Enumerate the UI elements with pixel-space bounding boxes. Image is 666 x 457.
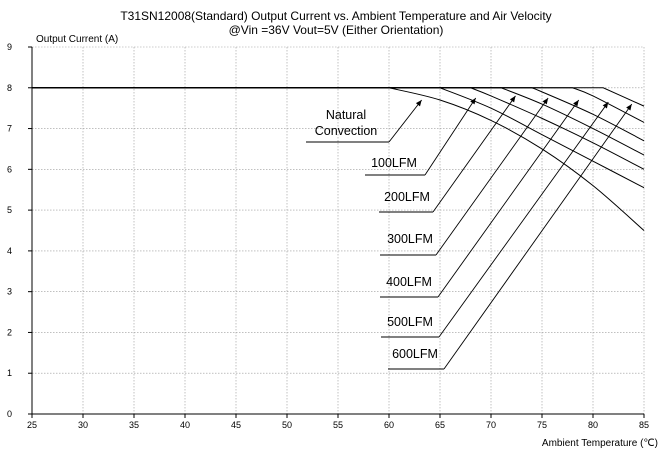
series-line [32,87,645,231]
series-line [32,87,645,123]
x-tick-label: 80 [588,420,598,430]
x-tick-label: 85 [639,420,649,430]
callout-arrowhead [626,104,632,111]
x-tick-label: 50 [282,420,292,430]
callout-label: Convection [315,124,378,138]
callout-label: 200LFM [384,190,430,204]
callout-arrowhead [509,95,516,103]
y-axis-label: Output Current (A) [36,34,118,45]
x-tick-label: 25 [27,420,37,430]
y-tick-label: 8 [7,83,12,93]
callout-leader [438,101,609,338]
x-tick-label: 65 [435,420,445,430]
callout-arrowhead [415,100,422,107]
chart-subtitle: @Vin =36V Vout=5V (Either Orientation) [229,23,444,37]
callout-label: 600LFM [392,347,438,361]
callout-label: Natural [326,108,366,122]
y-tick-label: 3 [7,287,12,297]
callout-leader [437,99,580,298]
x-tick-label: 40 [180,420,190,430]
series-line [32,87,645,156]
x-axis-label: Ambient Temperature (℃) [542,438,658,449]
x-tick-label: 45 [231,420,241,430]
y-tick-label: 7 [7,124,12,134]
callout-leader [435,97,549,256]
series-line [32,87,645,107]
x-tick-label: 35 [129,420,139,430]
callout-label: 300LFM [387,232,433,246]
callout-arrowhead [542,97,549,105]
y-tick-label: 9 [7,42,12,52]
callout-label: 500LFM [387,315,433,329]
x-tick-label: 70 [486,420,496,430]
y-tick-label: 2 [7,327,12,337]
series-line [32,87,645,170]
callout-group: Natural Convection 100LFM 200LFM 300LFM 400LF… [306,95,633,370]
callout-leader [443,103,633,370]
callout-label: 400LFM [386,275,432,289]
series-line [32,87,645,189]
chart-title: T31SN12008(Standard) Output Current vs. … [120,9,551,23]
x-tick-label: 60 [384,420,394,430]
x-tick-label: 75 [537,420,547,430]
callout-leader [432,95,516,213]
y-tick-label: 4 [7,246,12,256]
y-tick-label: 5 [7,205,12,215]
callout-leader [424,97,477,176]
grid [32,46,645,414]
callout-arrowhead [573,100,579,107]
callout-label: 100LFM [371,156,417,170]
y-tick-label: 0 [7,409,12,419]
callout-arrowhead [602,102,609,109]
callout-arrowhead [470,97,476,105]
callout-leader [388,99,422,143]
series-group [32,87,645,231]
y-tick-label: 1 [7,368,12,378]
x-tick-label: 30 [78,420,88,430]
x-tick-label: 55 [333,420,343,430]
y-tick-label: 6 [7,164,12,174]
